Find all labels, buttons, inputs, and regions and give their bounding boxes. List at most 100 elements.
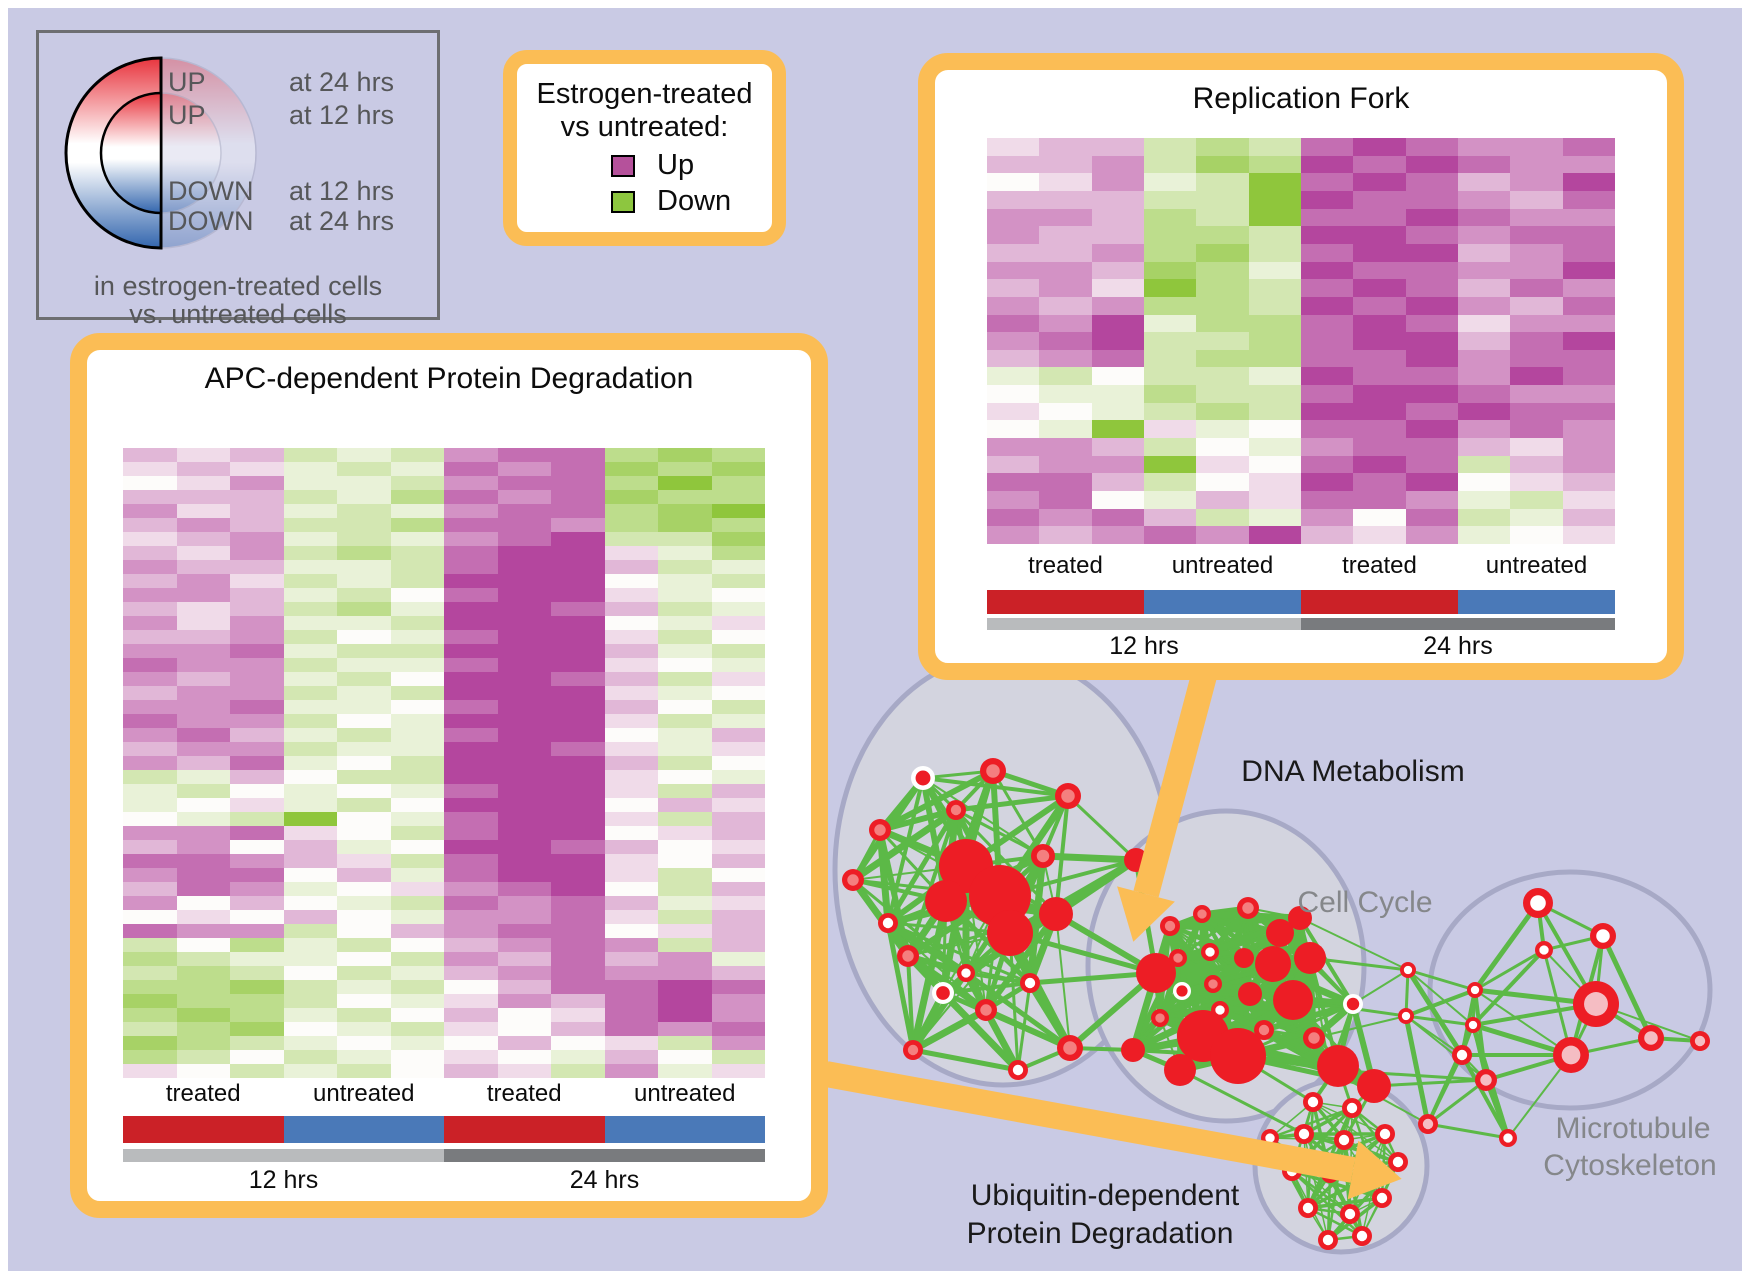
heatmap-cell <box>176 854 230 868</box>
network-edge <box>940 990 1021 1073</box>
heatmap-cell <box>604 980 658 994</box>
heatmap-cell <box>497 616 551 630</box>
heatmap-cell <box>1300 455 1354 474</box>
heatmap-cell <box>1248 385 1301 403</box>
heatmap-cell <box>1562 332 1615 350</box>
heatmap-cell <box>230 910 284 924</box>
rf-bar-24hrs <box>1301 618 1615 630</box>
heatmap-cell <box>987 314 1040 333</box>
heatmap-cell <box>176 490 230 504</box>
heatmap-cell <box>1300 190 1354 209</box>
compare-legend-box: Estrogen-treated vs untreated: Up Down <box>503 50 786 246</box>
network-edge <box>1405 988 1476 1018</box>
network-edge <box>1291 1170 1363 1237</box>
heatmap-cell <box>551 1022 605 1036</box>
heatmap-cell <box>711 924 765 938</box>
heatmap-cell <box>551 742 605 756</box>
heatmap-cell <box>551 546 605 560</box>
heatmap-cell <box>604 994 658 1008</box>
heatmap-cell <box>987 226 1040 244</box>
heatmap-cell <box>497 672 551 686</box>
heatmap-cell <box>1091 526 1144 544</box>
network-edge <box>879 807 957 833</box>
heatmap-cell <box>711 840 765 854</box>
heatmap-cell <box>711 546 765 560</box>
heatmap-cell <box>1143 491 1197 509</box>
heatmap-cell <box>1353 438 1406 456</box>
rf-label-12hrs: 12 hrs <box>1109 632 1179 660</box>
heatmap-cell <box>1196 349 1249 368</box>
heatmap-cell <box>390 910 444 924</box>
heatmap-cell <box>987 473 1040 492</box>
heatmap-cell <box>1300 420 1354 439</box>
heatmap-cell <box>1091 279 1144 297</box>
heatmap-cell <box>1405 243 1458 262</box>
heatmap-cell <box>1405 438 1458 456</box>
heatmap-cell <box>1562 190 1615 209</box>
heatmap-cell <box>711 728 765 742</box>
heatmap-cell <box>1248 455 1301 474</box>
heatmap-cell <box>123 840 177 854</box>
heatmap-cell <box>390 840 444 854</box>
heatmap-cell <box>337 1064 391 1078</box>
network-node <box>925 880 967 922</box>
heatmap-cell <box>1091 226 1144 244</box>
heatmap-cell <box>1300 173 1354 191</box>
heatmap-cell <box>1039 420 1092 439</box>
heatmap-cell <box>337 798 391 812</box>
heatmap-cell <box>337 1050 391 1064</box>
heatmap-cell <box>604 742 658 756</box>
heatmap-cell <box>1510 455 1563 474</box>
heatmap-cell <box>230 616 284 630</box>
heatmap-cell <box>1353 314 1406 333</box>
network-edge <box>1474 948 1545 992</box>
heatmap-cell <box>497 700 551 714</box>
heatmap-cell <box>551 924 605 938</box>
heatmap-cell <box>1457 314 1511 333</box>
heatmap-cell <box>1039 367 1092 386</box>
network-edge <box>887 921 1031 985</box>
heatmap-cell <box>604 560 658 574</box>
replication-fork-heatmap <box>987 138 1615 544</box>
heatmap-cell <box>711 756 765 770</box>
heatmap-cell <box>658 868 712 882</box>
heatmap-cell <box>337 602 391 616</box>
flow-arrow-shaft <box>823 1061 1356 1183</box>
heatmap-cell <box>1405 367 1458 386</box>
heatmap-cell <box>283 994 337 1008</box>
heatmap-cell <box>123 784 177 798</box>
heatmap-cell <box>1039 332 1092 350</box>
heatmap-cell <box>1562 455 1615 474</box>
heatmap-cell <box>1248 173 1301 191</box>
heatmap-cell <box>1457 367 1511 386</box>
heatmap-cell <box>230 994 284 1008</box>
heatmap-cell <box>1562 138 1615 156</box>
network-node-core <box>1376 1192 1388 1204</box>
heatmap-cell <box>604 588 658 602</box>
heatmap-cell <box>390 882 444 896</box>
apc-heatmap <box>123 448 765 1078</box>
heatmap-cell <box>176 462 230 476</box>
heatmap-cell <box>987 208 1040 227</box>
network-edge <box>964 970 1072 1051</box>
heatmap-cell <box>1562 385 1615 403</box>
heatmap-cell <box>444 574 498 588</box>
heatmap-cell <box>604 574 658 588</box>
heatmap-cell <box>390 770 444 784</box>
heatmap-cell <box>987 261 1040 280</box>
heatmap-cell <box>1405 473 1458 492</box>
heatmap-cell <box>1510 155 1563 174</box>
heatmap-cell <box>283 770 337 784</box>
heatmap-cell <box>1353 243 1406 262</box>
heatmap-cell <box>711 896 765 910</box>
heatmap-cell <box>604 840 658 854</box>
network-node-core <box>847 874 859 886</box>
heatmap-cell <box>230 560 284 574</box>
heatmap-cell <box>283 518 337 532</box>
heatmap-cell <box>176 504 230 518</box>
heatmap-cell <box>987 438 1040 456</box>
heatmap-cell <box>1143 526 1197 544</box>
heatmap-cell <box>176 532 230 546</box>
network-node-core <box>902 950 914 962</box>
apc-label-12hrs: 12 hrs <box>248 1166 319 1194</box>
